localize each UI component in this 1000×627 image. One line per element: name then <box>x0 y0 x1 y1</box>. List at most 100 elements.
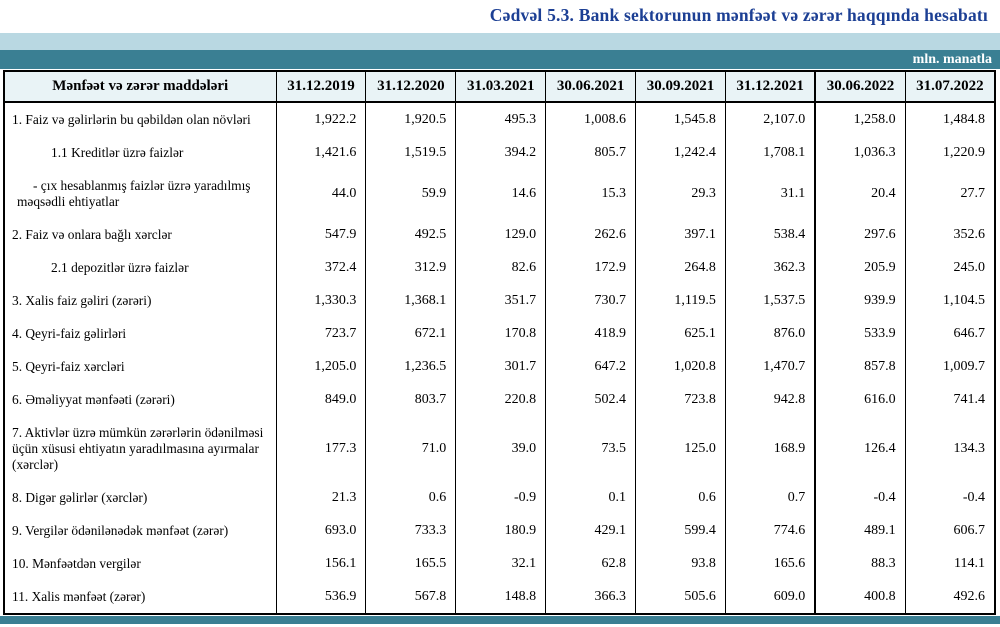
value-cell: 366.3 <box>545 580 636 614</box>
value-cell: 1,242.4 <box>635 136 726 169</box>
value-cell: 1,470.7 <box>724 350 816 383</box>
value-cell: 1,368.1 <box>365 284 456 317</box>
value-cell: 1,205.0 <box>275 350 366 383</box>
value-cell: 88.3 <box>814 547 906 580</box>
value-cell: 14.6 <box>455 169 546 218</box>
value-cell: 942.8 <box>724 383 816 416</box>
value-cell: 489.1 <box>814 514 906 547</box>
page-title: Cədvəl 5.3. Bank sektorunun mənfəət və z… <box>489 5 988 25</box>
table-row: 4. Qeyri-faiz gəlirləri 723.7 672.1 170.8 41… <box>3 317 995 350</box>
table-header-row: Mənfəət və zərər maddələri 31.12.2019 31.1… <box>3 71 995 103</box>
value-cell: 418.9 <box>545 317 636 350</box>
table-row: 9. Vergilər ödənilənədək mənfəət (zərər)… <box>3 514 995 547</box>
table-row: 6. Əməliyyat mənfəəti (zərəri) 849.0 803.7… <box>3 383 995 416</box>
value-cell: 1,421.6 <box>275 136 366 169</box>
value-cell: 156.1 <box>275 547 366 580</box>
value-cell: 165.6 <box>724 547 816 580</box>
value-cell: 1,519.5 <box>365 136 456 169</box>
value-cell: 1,020.8 <box>635 350 726 383</box>
value-cell: 723.7 <box>275 317 366 350</box>
value-cell: 134.3 <box>904 416 995 481</box>
value-cell: 297.6 <box>814 218 906 251</box>
column-header-date: 31.12.2019 <box>275 71 366 103</box>
unit-bar: mln. manatla <box>0 50 1000 69</box>
value-cell: 29.3 <box>635 169 726 218</box>
value-cell: 93.8 <box>635 547 726 580</box>
value-cell: 492.6 <box>904 580 995 614</box>
value-cell: 172.9 <box>545 251 636 284</box>
row-label: 5. Qeyri-faiz xərcləri <box>3 350 276 383</box>
value-cell: 672.1 <box>365 317 456 350</box>
value-cell: 1,008.6 <box>545 102 636 136</box>
value-cell: 20.4 <box>814 169 906 218</box>
row-label: 2. Faiz və onlara bağlı xərclər <box>3 218 276 251</box>
decor-bar-light <box>0 33 1000 50</box>
value-cell: 429.1 <box>545 514 636 547</box>
value-cell: 71.0 <box>365 416 456 481</box>
table-row: 1.1 Kreditlər üzrə faizlər 1,421.6 1,519.5… <box>3 136 995 169</box>
value-cell: 114.1 <box>904 547 995 580</box>
row-label: 1. Faiz və gəlirlərin bu qəbildən olan n… <box>3 102 276 136</box>
value-cell: 170.8 <box>455 317 546 350</box>
value-cell: 1,104.5 <box>904 284 995 317</box>
value-cell: 741.4 <box>904 383 995 416</box>
value-cell: 21.3 <box>275 481 366 514</box>
value-cell: 351.7 <box>455 284 546 317</box>
value-cell: 723.8 <box>635 383 726 416</box>
table-row: 10. Mənfəətdən vergilər 156.1 165.5 32.1 62.… <box>3 547 995 580</box>
value-cell: 1,236.5 <box>365 350 456 383</box>
value-cell: 625.1 <box>635 317 726 350</box>
value-cell: 220.8 <box>455 383 546 416</box>
row-label: 8. Digər gəlirlər (xərclər) <box>3 481 276 514</box>
value-cell: 733.3 <box>365 514 456 547</box>
value-cell: -0.4 <box>814 481 906 514</box>
value-cell: 646.7 <box>904 317 995 350</box>
unit-label: mln. manatla <box>912 52 992 67</box>
table-row: - çıx hesablanmış faizlər üzrə yaradılmı… <box>3 169 995 218</box>
value-cell: 82.6 <box>455 251 546 284</box>
value-cell: 1,009.7 <box>904 350 995 383</box>
value-cell: 32.1 <box>455 547 546 580</box>
row-label: - çıx hesablanmış faizlər üzrə yaradılmı… <box>3 169 276 218</box>
value-cell: 362.3 <box>724 251 816 284</box>
value-cell: 1,258.0 <box>814 102 906 136</box>
value-cell: 693.0 <box>275 514 366 547</box>
table-row: 2. Faiz və onlara bağlı xərclər 547.9 492.… <box>3 218 995 251</box>
value-cell: 616.0 <box>814 383 906 416</box>
value-cell: 394.2 <box>455 136 546 169</box>
value-cell: 352.6 <box>904 218 995 251</box>
value-cell: 599.4 <box>635 514 726 547</box>
value-cell: 73.5 <box>545 416 636 481</box>
column-header-date: 31.12.2021 <box>724 71 816 103</box>
decor-bar-bottom <box>0 616 1000 624</box>
value-cell: 62.8 <box>545 547 636 580</box>
value-cell: 857.8 <box>814 350 906 383</box>
row-label: 4. Qeyri-faiz gəlirləri <box>3 317 276 350</box>
value-cell: 205.9 <box>814 251 906 284</box>
value-cell: 1,036.3 <box>814 136 906 169</box>
value-cell: 538.4 <box>724 218 816 251</box>
value-cell: 502.4 <box>545 383 636 416</box>
value-cell: 262.6 <box>545 218 636 251</box>
column-header-date: 31.07.2022 <box>904 71 995 103</box>
value-cell: 245.0 <box>904 251 995 284</box>
value-cell: 803.7 <box>365 383 456 416</box>
table-row: 3. Xalis faiz gəliri (zərəri) 1,330.3 1,36… <box>3 284 995 317</box>
value-cell: 547.9 <box>275 218 366 251</box>
column-header-items: Mənfəət və zərər maddələri <box>3 71 276 103</box>
value-cell: 312.9 <box>365 251 456 284</box>
value-cell: 647.2 <box>545 350 636 383</box>
value-cell: 39.0 <box>455 416 546 481</box>
value-cell: 397.1 <box>635 218 726 251</box>
value-cell: 492.5 <box>365 218 456 251</box>
column-header-date: 31.03.2021 <box>455 71 546 103</box>
value-cell: 536.9 <box>275 580 366 614</box>
profit-loss-table: Mənfəət və zərər maddələri 31.12.2019 31.1… <box>3 70 996 615</box>
value-cell: 1,922.2 <box>275 102 366 136</box>
column-header-date: 30.06.2021 <box>545 71 636 103</box>
value-cell: 148.8 <box>455 580 546 614</box>
row-label: 1.1 Kreditlər üzrə faizlər <box>3 136 276 169</box>
value-cell: 774.6 <box>724 514 816 547</box>
table-row: 11. Xalis mənfəət (zərər) 536.9 567.8 148.8… <box>3 580 995 614</box>
value-cell: 1,220.9 <box>904 136 995 169</box>
